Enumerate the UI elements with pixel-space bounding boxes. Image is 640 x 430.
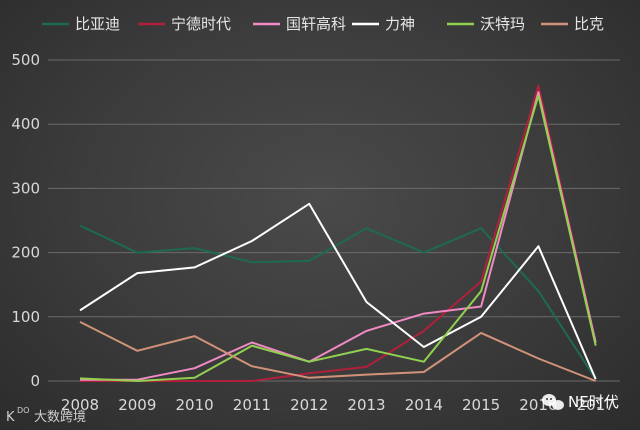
right-watermark: NE时代 (542, 393, 619, 411)
y-tick-label: 0 (30, 372, 40, 390)
x-tick-label: 2012 (290, 396, 328, 414)
left-watermark-logo: K (6, 410, 15, 425)
series-line-4 (79, 94, 597, 382)
y-tick-label: 400 (11, 115, 40, 133)
left-watermark-logo-sup: DO (17, 406, 29, 415)
series-line-0 (79, 224, 597, 380)
legend-label-4: 沃特玛 (480, 15, 525, 33)
y-tick-label: 200 (11, 244, 40, 262)
x-tick-label: 2009 (118, 396, 156, 414)
x-tick-label: 2014 (405, 396, 443, 414)
legend-label-5: 比克 (574, 15, 604, 33)
series-line-2 (80, 91, 597, 381)
y-tick-label: 300 (11, 179, 40, 197)
wechat-icon (542, 394, 564, 410)
x-axis-ticks: 2008 2009 2010 2011 2012 2013 2014 2015 2016 2017 (61, 396, 615, 414)
y-axis-ticks: 0 100 200 300 400 500 (11, 51, 40, 390)
left-watermark-text: 大数跨境 (34, 410, 86, 425)
x-tick-label: 2013 (347, 396, 385, 414)
y-tick-label: 100 (11, 308, 40, 326)
legend-label-3: 力神 (385, 15, 415, 33)
series-line-5 (79, 321, 597, 382)
legend: 比亚迪 宁德时代 国轩高科 力神 沃特玛 比克 (42, 15, 604, 33)
x-tick-label: 2015 (462, 396, 500, 414)
series-line-1 (80, 84, 597, 382)
left-watermark: K DO 大数跨境 (6, 406, 86, 425)
y-tick-label: 500 (11, 51, 40, 69)
x-tick-label: 2008 (61, 396, 99, 414)
legend-label-0: 比亚迪 (75, 15, 120, 33)
x-tick-label: 2017 (577, 396, 615, 414)
legend-label-2: 国轩高科 (286, 15, 346, 33)
series-line-3 (79, 202, 597, 380)
x-tick-label: 2010 (176, 396, 214, 414)
x-tick-label: 2011 (233, 396, 271, 414)
right-watermark-text: NE时代 (568, 393, 619, 411)
legend-label-1: 宁德时代 (171, 15, 231, 33)
series-lines (79, 84, 597, 382)
